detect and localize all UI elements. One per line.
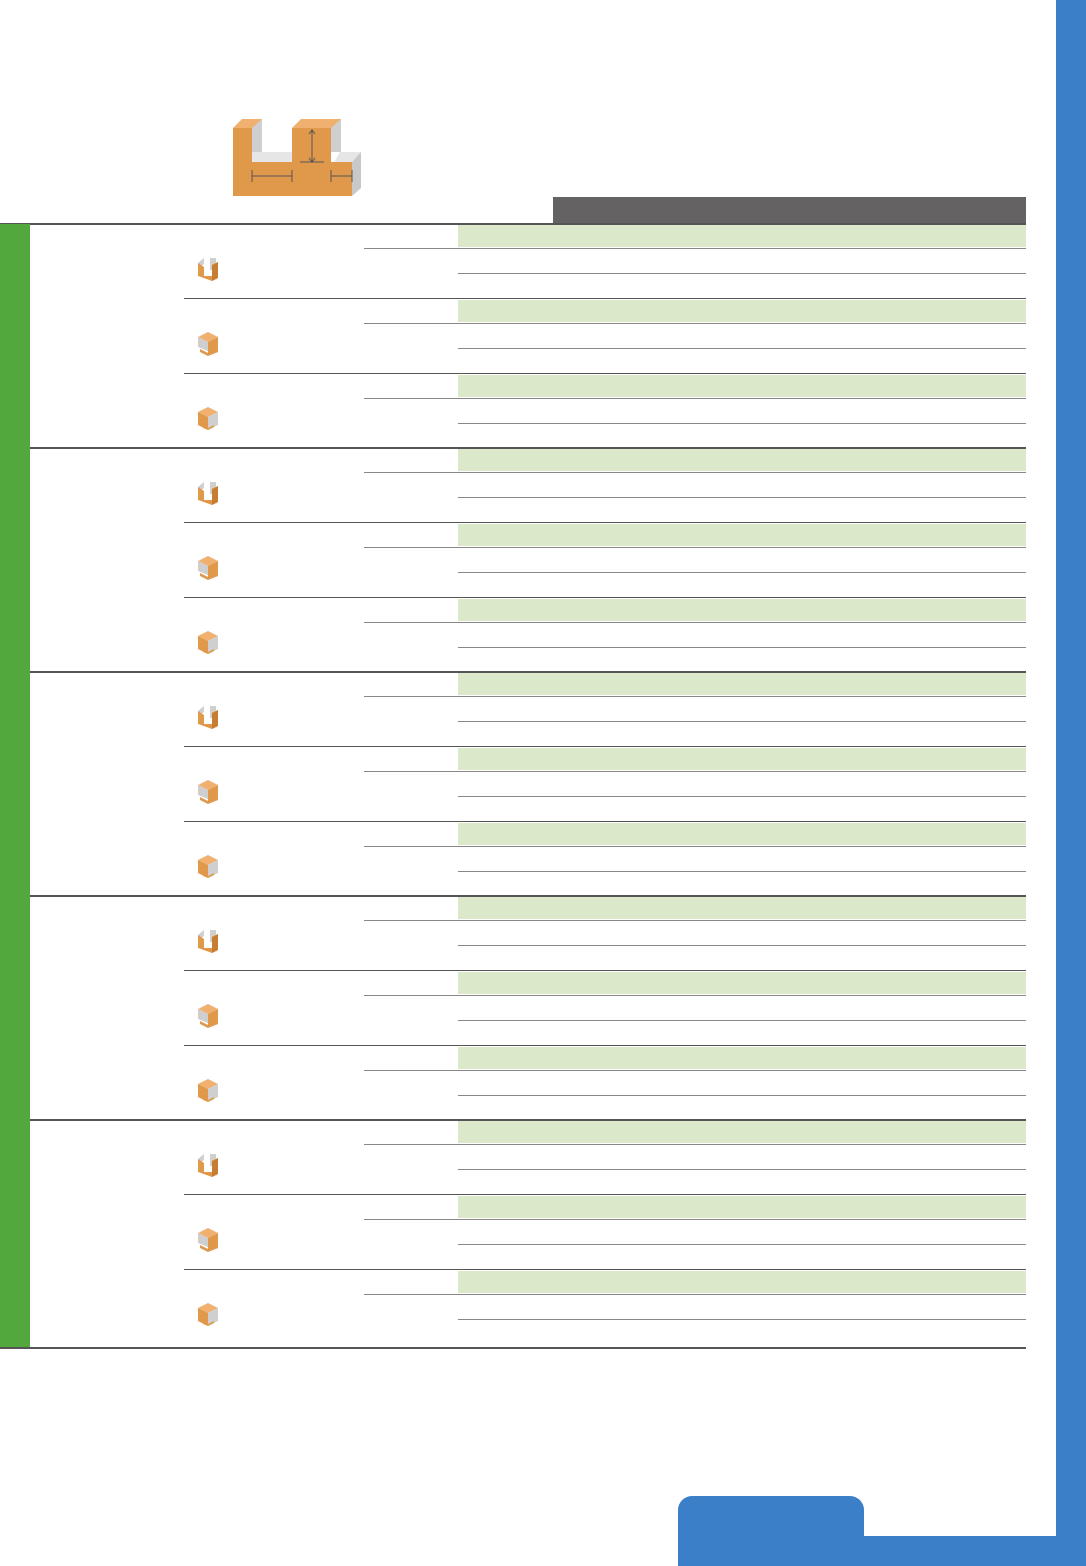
subgroup-divider	[184, 522, 1026, 523]
row-divider	[458, 497, 1026, 498]
highlight-row	[458, 300, 1026, 322]
row-divider	[364, 846, 1026, 847]
row-divider	[458, 796, 1026, 797]
cube-block-icon-graphic	[198, 855, 218, 878]
cube-block-icon-graphic	[198, 631, 218, 654]
highlight-row	[458, 524, 1026, 546]
stepped-block-icon-graphic	[198, 1004, 218, 1028]
subgroup-divider	[184, 821, 1026, 822]
stepped-block-icon	[194, 1225, 222, 1253]
stepped-block-icon-graphic	[198, 1228, 218, 1252]
row-divider	[458, 871, 1026, 872]
row-divider	[458, 1319, 1026, 1320]
highlight-row	[458, 599, 1026, 621]
row-divider	[458, 1095, 1026, 1096]
highlight-row	[458, 1271, 1026, 1293]
row-divider	[364, 995, 1026, 996]
u-block-icon-graphic	[198, 706, 218, 729]
row-divider	[458, 721, 1026, 722]
u-block-icon-graphic	[198, 930, 218, 953]
stepped-block-icon	[194, 553, 222, 581]
row-divider	[458, 1244, 1026, 1245]
cube-block-icon	[194, 404, 222, 432]
row-divider	[364, 547, 1026, 548]
highlight-row	[458, 449, 1026, 471]
cube-block-icon	[194, 1300, 222, 1328]
subgroup-divider	[184, 970, 1026, 971]
highlight-row	[458, 823, 1026, 845]
row-divider	[364, 920, 1026, 921]
highlight-row	[458, 748, 1026, 770]
cube-block-icon-graphic	[198, 1303, 218, 1326]
highlight-row	[458, 1121, 1026, 1143]
cube-block-icon-graphic	[198, 1079, 218, 1102]
cube-block-icon	[194, 1076, 222, 1104]
u-block-icon-graphic	[198, 1154, 218, 1177]
right-accent-band	[1056, 0, 1086, 1566]
group-divider	[30, 1119, 1026, 1121]
row-divider	[458, 647, 1026, 648]
stepped-block-icon-graphic	[198, 556, 218, 580]
subgroup-divider	[184, 298, 1026, 299]
row-divider	[458, 423, 1026, 424]
stepped-block-icon-graphic	[198, 780, 218, 804]
row-divider	[364, 472, 1026, 473]
highlight-row	[458, 897, 1026, 919]
row-divider	[458, 348, 1026, 349]
page-number-tab	[678, 1496, 864, 1566]
subgroup-divider	[184, 597, 1026, 598]
u-block-icon-graphic	[198, 258, 218, 281]
subgroup-divider	[184, 1045, 1026, 1046]
header-rule	[0, 223, 1026, 225]
table-bottom-rule	[0, 1347, 1026, 1349]
highlight-row	[458, 225, 1026, 247]
row-divider	[364, 696, 1026, 697]
row-divider	[458, 1020, 1026, 1021]
row-divider	[364, 1070, 1026, 1071]
stepped-block-icon	[194, 1001, 222, 1029]
group-divider	[30, 447, 1026, 449]
subgroup-divider	[184, 1194, 1026, 1195]
cube-block-icon-graphic	[198, 407, 218, 430]
highlight-row	[458, 1196, 1026, 1218]
subgroup-divider	[184, 1269, 1026, 1270]
u-block-icon	[194, 702, 222, 730]
u-block-icon	[194, 478, 222, 506]
row-divider	[364, 771, 1026, 772]
highlight-row	[458, 972, 1026, 994]
row-divider	[364, 622, 1026, 623]
group-divider	[30, 895, 1026, 897]
row-divider	[364, 248, 1026, 249]
stepped-block-icon-graphic	[198, 332, 218, 356]
subgroup-divider	[184, 373, 1026, 374]
subgroup-divider	[184, 746, 1026, 747]
stepped-block-icon	[194, 329, 222, 357]
row-divider	[458, 572, 1026, 573]
row-divider	[458, 273, 1026, 274]
highlight-row	[458, 1047, 1026, 1069]
row-divider	[364, 398, 1026, 399]
row-divider	[364, 1294, 1026, 1295]
band-corner	[1036, 1516, 1056, 1536]
cube-block-icon	[194, 852, 222, 880]
cube-block-icon	[194, 628, 222, 656]
stepped-block-icon	[194, 777, 222, 805]
side-category-bar	[0, 224, 30, 1348]
bottom-accent-band	[864, 1536, 1086, 1566]
u-groove-profile-icon	[233, 119, 361, 196]
u-block-icon	[194, 1150, 222, 1178]
row-divider	[364, 323, 1026, 324]
table-header-bar	[553, 197, 1026, 224]
row-divider	[458, 945, 1026, 946]
highlight-row	[458, 375, 1026, 397]
highlight-row	[458, 673, 1026, 695]
row-divider	[364, 1219, 1026, 1220]
u-block-icon	[194, 254, 222, 282]
u-block-icon-graphic	[198, 482, 218, 505]
row-divider	[458, 1169, 1026, 1170]
u-block-icon	[194, 926, 222, 954]
row-divider	[364, 1144, 1026, 1145]
group-divider	[30, 671, 1026, 673]
